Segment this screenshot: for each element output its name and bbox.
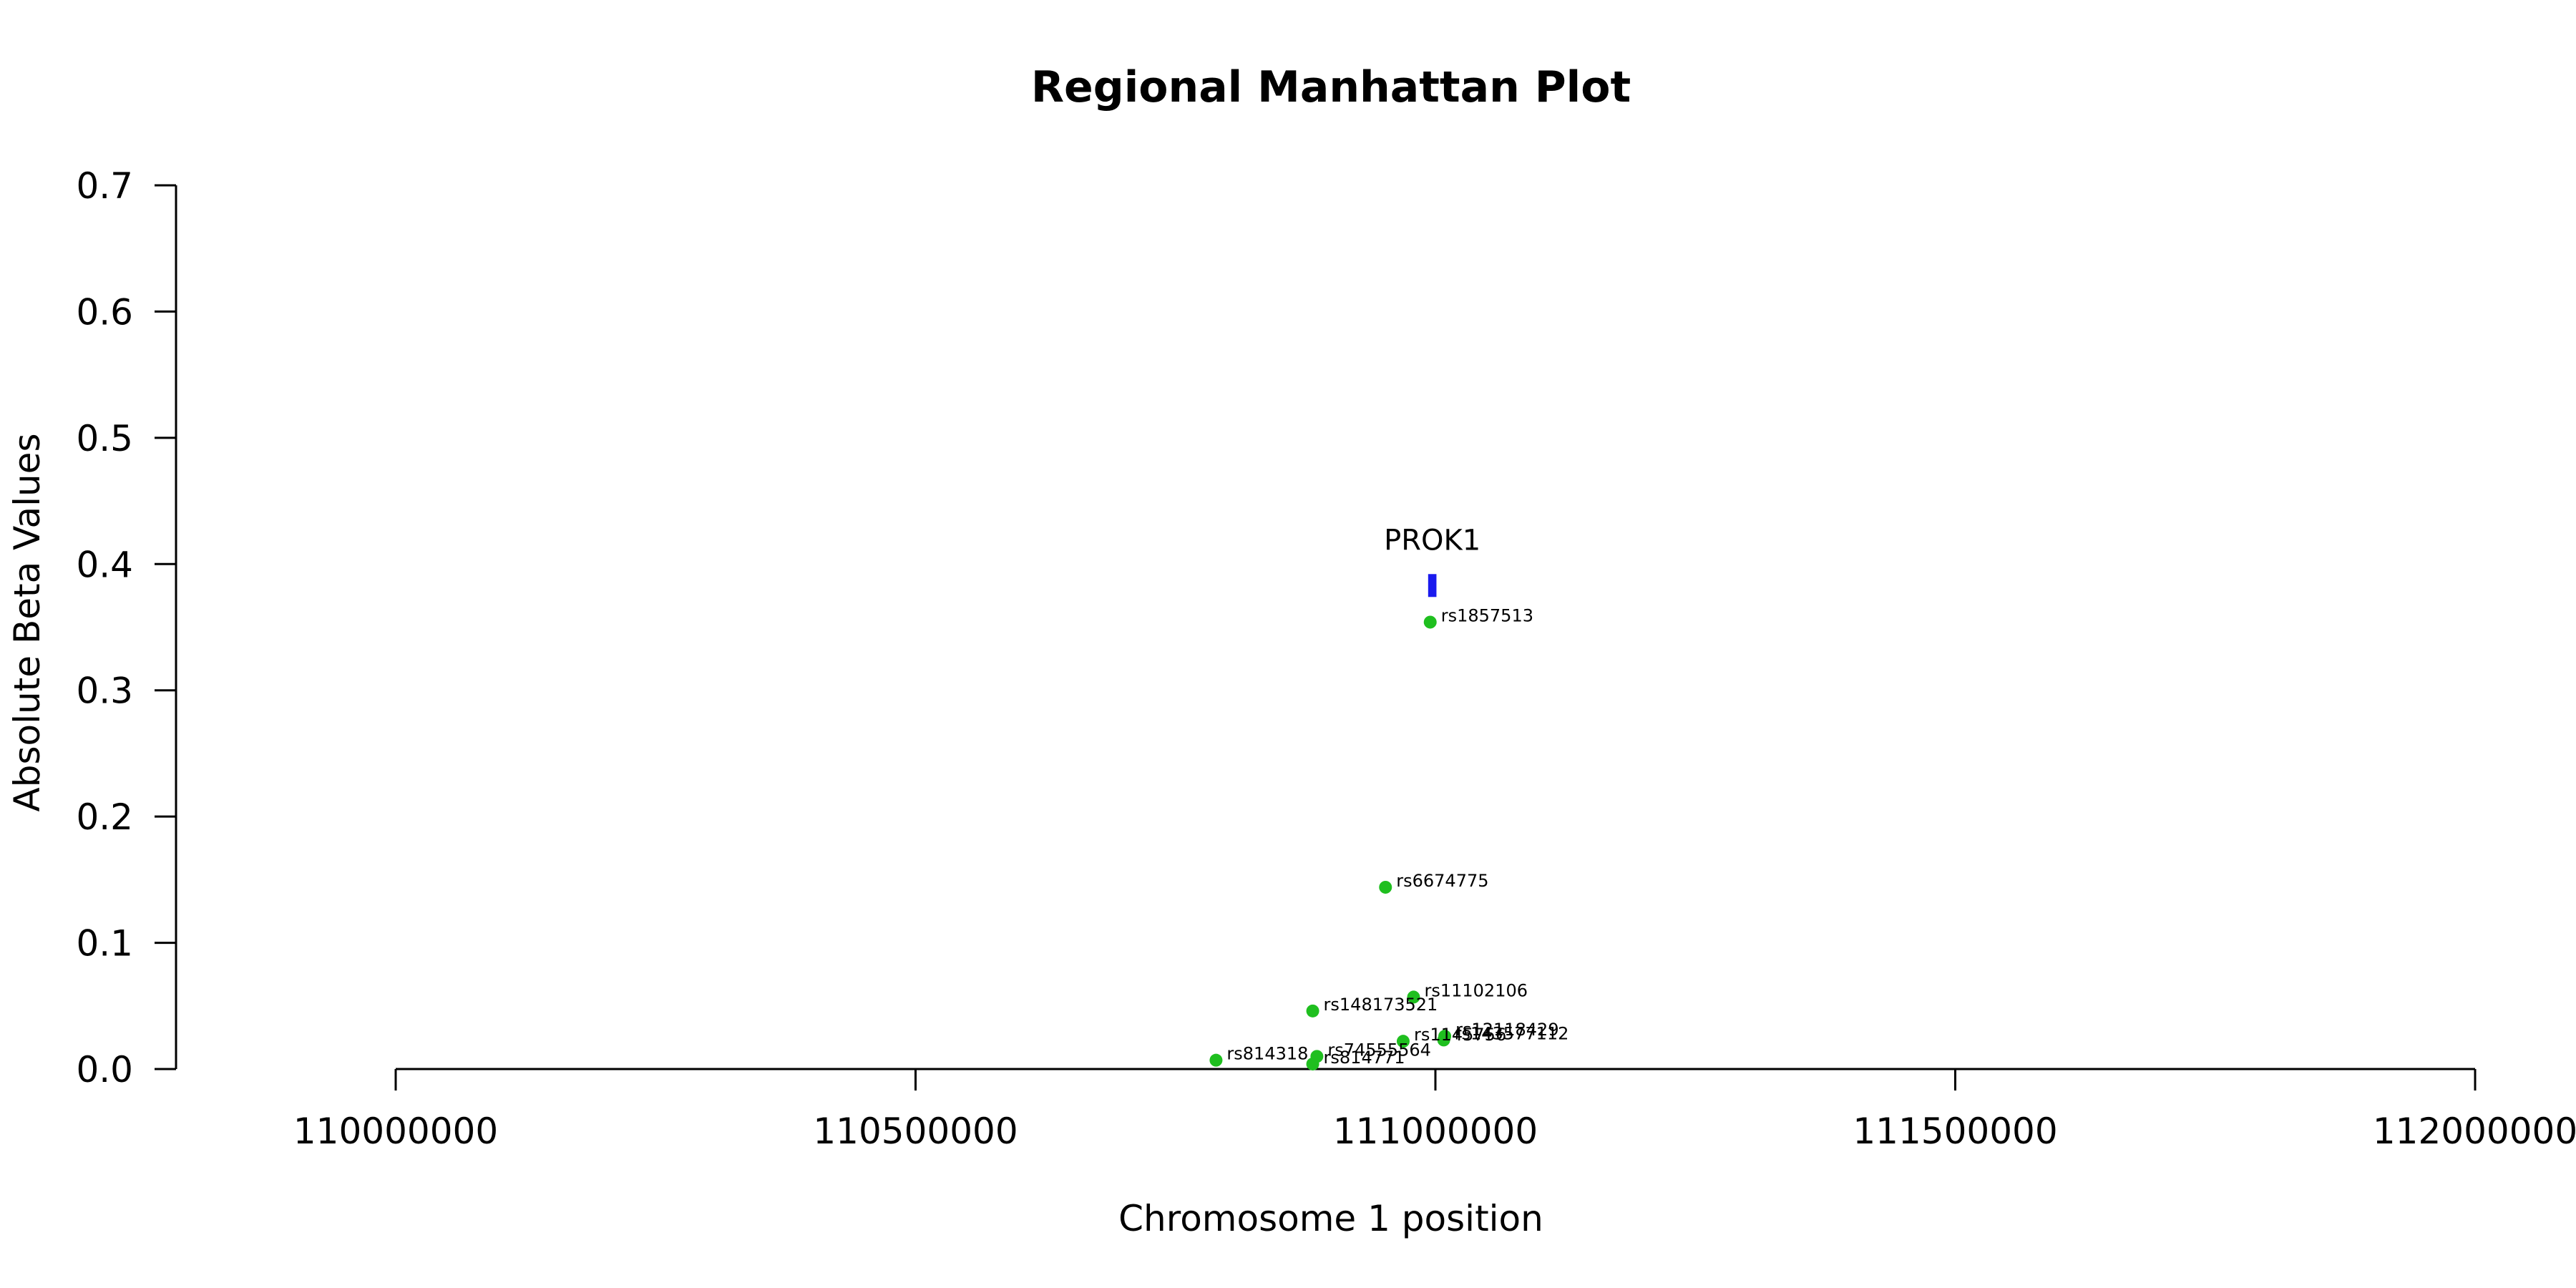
snp-label: rs814318 — [1226, 1044, 1308, 1064]
y-tick-label: 0.6 — [76, 291, 133, 333]
snp-point — [1407, 990, 1420, 1004]
y-tick-label: 0.4 — [76, 544, 133, 585]
x-axis: 110000000 110500000 111000000 111500000 1120… — [293, 1068, 2576, 1152]
y-tick-label: 0.3 — [76, 670, 133, 712]
gene-bar — [1428, 574, 1437, 597]
snp-point — [1306, 1057, 1319, 1070]
x-tick-label: 111500000 — [1853, 1111, 2057, 1152]
y-tick-label: 0.1 — [76, 923, 133, 965]
gene-label: PROK1 — [1384, 524, 1480, 557]
y-tick-label: 0.0 — [76, 1049, 133, 1091]
snp-label: rs12118429 — [1455, 1020, 1559, 1040]
snp-label: rs6674775 — [1396, 871, 1488, 891]
snp-label: rs11102106 — [1424, 980, 1528, 1000]
snp-point — [1423, 615, 1437, 629]
snp-label: rs1857513 — [1441, 605, 1533, 625]
x-tick-label: 110000000 — [293, 1111, 498, 1152]
snp-point — [1396, 1035, 1410, 1048]
y-tick-label: 0.7 — [76, 165, 133, 207]
snp-point — [1209, 1053, 1223, 1067]
x-axis-label: Chromosome 1 position — [1118, 1198, 1543, 1239]
snp-label: rs74555564 — [1327, 1040, 1431, 1060]
snp-label: rs143577112 — [1455, 1023, 1569, 1043]
snp-label: rs1145756 — [1414, 1025, 1506, 1045]
chart-title: Regional Manhattan Plot — [1031, 62, 1631, 112]
snp-point — [1306, 1004, 1319, 1018]
y-tick-label: 0.5 — [76, 418, 133, 459]
snp-label: rs148173521 — [1324, 995, 1438, 1015]
y-tick-label: 0.2 — [76, 796, 133, 838]
y-axis: 0.0 0.1 0.2 0.3 0.4 0.5 0.6 0.7 — [76, 165, 177, 1091]
y-axis-label: Absolute Beta Values — [6, 434, 48, 812]
x-tick-label: 111000000 — [1333, 1111, 1538, 1152]
snp-point — [1437, 1033, 1450, 1047]
snp-point — [1379, 880, 1392, 894]
gene-track: PROK1 — [1384, 524, 1480, 597]
snp-label: rs814771 — [1324, 1048, 1405, 1068]
x-tick-label: 112000000 — [2373, 1111, 2576, 1152]
x-tick-label: 110500000 — [813, 1111, 1018, 1152]
